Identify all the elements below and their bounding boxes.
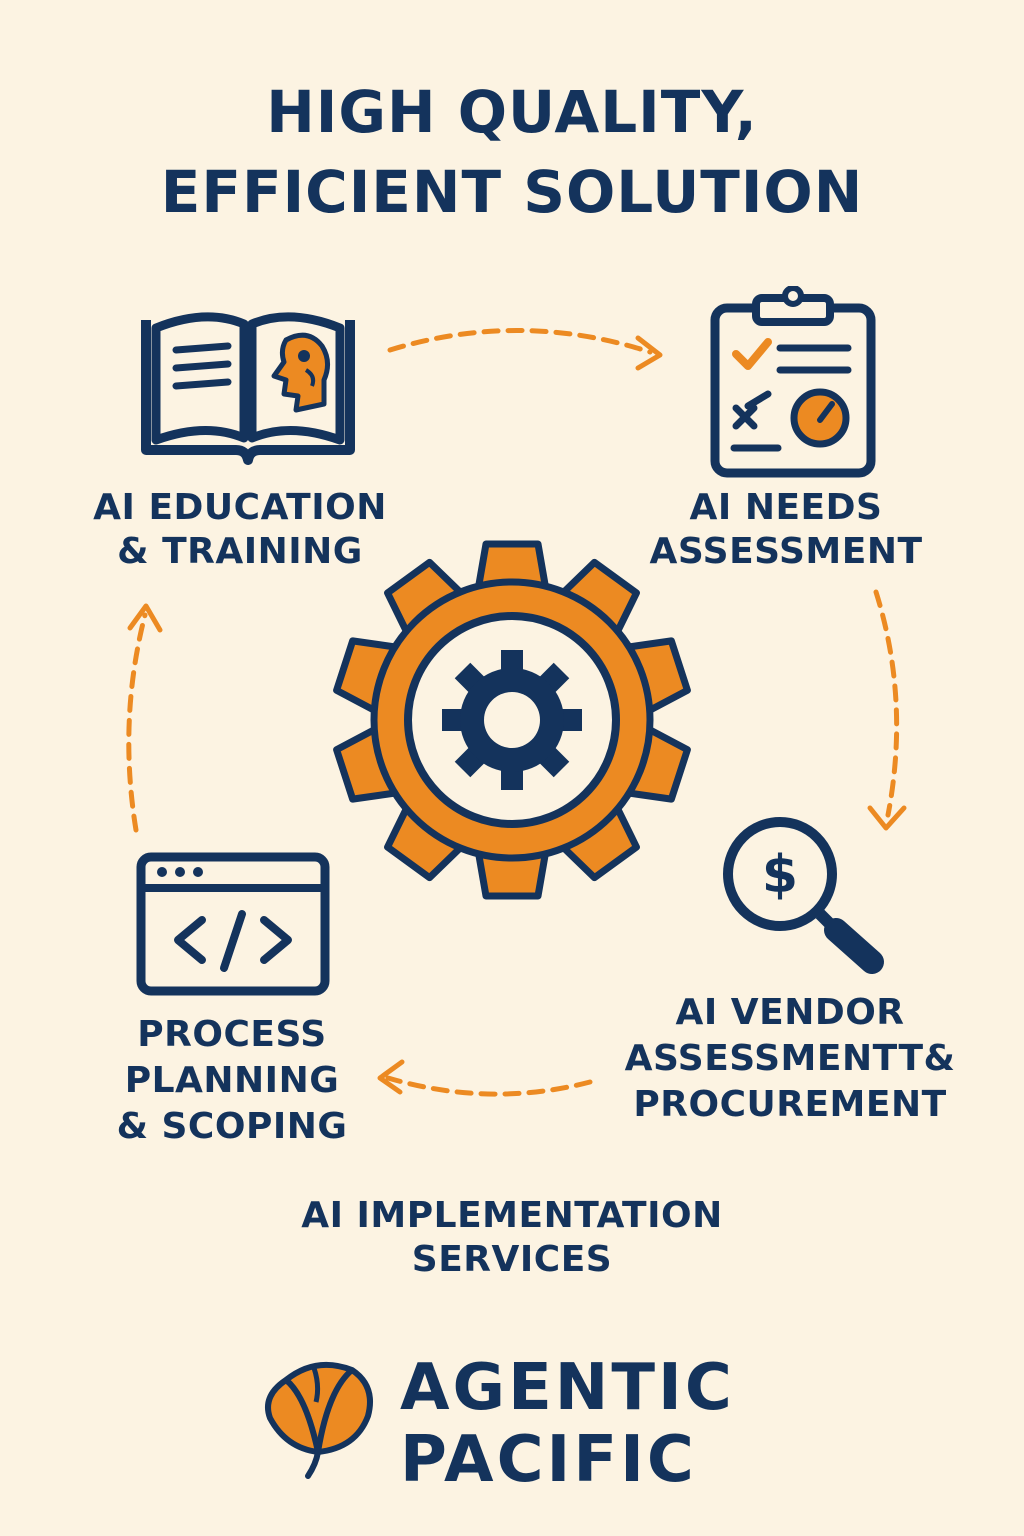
step-label-line: & SCOPING: [116, 1106, 348, 1147]
title-line-1: HIGH QUALITY,: [266, 78, 758, 146]
arrowhead-right: [867, 805, 907, 831]
page-title: HIGH QUALITY, EFFICIENT SOLUTION: [0, 72, 1024, 232]
step-label-line: ASSESSMENTT&: [624, 1038, 956, 1079]
step-label-line: PROCESS: [137, 1014, 327, 1055]
step-label-line: PLANNING: [124, 1060, 340, 1101]
step-label-planning: PROCESS PLANNING & SCOPING: [82, 1012, 382, 1150]
step-label-line: ASSESSMENT: [649, 531, 923, 572]
title-line-2: EFFICIENT SOLUTION: [160, 158, 864, 226]
arrowhead-bottom: [377, 1059, 405, 1095]
services-caption: AI IMPLEMENTATION SERVICES: [212, 1194, 812, 1282]
svg-text:$: $: [762, 845, 798, 905]
clipboard-checklist-icon: [708, 286, 878, 480]
caption-line: AI IMPLEMENTATION: [301, 1195, 723, 1236]
brand-name: AGENTIC PACIFIC: [400, 1352, 735, 1496]
dollar-magnifier-icon: $: [718, 812, 892, 980]
gear-icon: [332, 540, 692, 900]
step-label-vendor: AI VENDOR ASSESSMENTT& PROCUREMENT: [620, 990, 960, 1128]
book-head-icon: [136, 300, 360, 470]
step-label-line: AI VENDOR: [675, 992, 905, 1033]
arrow-top: [387, 328, 653, 355]
arrow-right: [873, 589, 900, 818]
poppy-flower-logo: [256, 1356, 380, 1480]
arrow-left: [126, 612, 148, 833]
brand-line: PACIFIC: [400, 1423, 697, 1497]
arrowhead-left: [127, 603, 163, 633]
code-window-icon: [136, 852, 330, 996]
step-label-line: AI NEEDS: [689, 487, 883, 528]
caption-line: SERVICES: [411, 1239, 613, 1280]
arrow-bottom: [385, 1075, 593, 1097]
step-label-line: & TRAINING: [117, 531, 363, 572]
step-label-line: AI EDUCATION: [93, 487, 387, 528]
brand-line: AGENTIC: [400, 1351, 735, 1425]
step-label-needs: AI NEEDS ASSESSMENT: [636, 486, 936, 574]
step-label-line: PROCUREMENT: [633, 1084, 947, 1125]
step-label-education: AI EDUCATION & TRAINING: [90, 486, 390, 574]
arrowhead-top: [635, 335, 663, 371]
